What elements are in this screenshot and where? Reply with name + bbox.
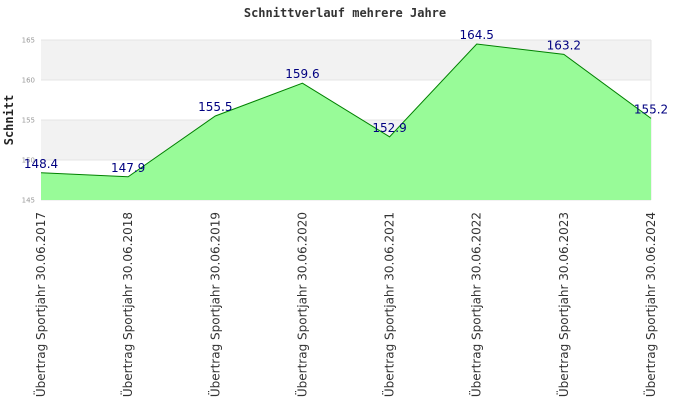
chart-title: Schnittverlauf mehrere Jahre xyxy=(244,6,446,20)
data-label: 152.9 xyxy=(372,121,406,135)
y-tick-label: 155 xyxy=(22,117,35,125)
series-line xyxy=(40,43,652,178)
x-tick-label: Übertrag Sportjahr 30.06.2019 xyxy=(206,212,222,397)
data-label: 164.5 xyxy=(460,28,494,42)
series-area xyxy=(41,44,651,200)
x-tick-label: Übertrag Sportjahr 30.06.2017 xyxy=(32,212,48,397)
x-tick-label: Übertrag Sportjahr 30.06.2023 xyxy=(555,212,571,397)
data-label: 147.9 xyxy=(111,161,145,175)
data-label: 148.4 xyxy=(24,157,58,171)
y-tick-label: 165 xyxy=(22,37,35,45)
x-tick-label: Übertrag Sportjahr 30.06.2020 xyxy=(293,212,309,397)
data-label: 155.2 xyxy=(634,102,668,116)
data-label: 155.5 xyxy=(198,100,232,114)
y-tick-label: 150 xyxy=(22,157,35,165)
y-tick-label: 160 xyxy=(22,77,35,85)
x-tick-label: Übertrag Sportjahr 30.06.2024 xyxy=(642,212,658,397)
y-tick-label: 145 xyxy=(22,197,35,205)
data-label: 163.2 xyxy=(547,38,581,52)
x-tick-label: Übertrag Sportjahr 30.06.2021 xyxy=(381,212,397,397)
data-label: 159.6 xyxy=(285,67,319,81)
y-axis-label: Schnitt xyxy=(2,95,16,146)
x-tick-label: Übertrag Sportjahr 30.06.2022 xyxy=(468,212,484,397)
plot-area: 145 150 155 160 165 148.4 147.9 155.5 159.6 152.9… xyxy=(22,28,669,397)
x-tick-label: Übertrag Sportjahr 30.06.2018 xyxy=(119,212,135,397)
